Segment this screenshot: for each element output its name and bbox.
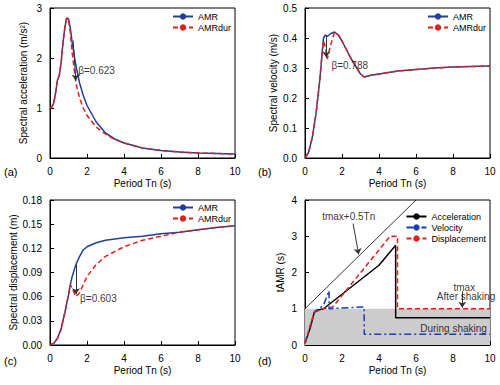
svg-text:AMR: AMR — [198, 12, 219, 22]
svg-text:0.15: 0.15 — [23, 219, 43, 230]
svg-text:During shaking: During shaking — [420, 323, 487, 334]
svg-text:0.3: 0.3 — [283, 63, 297, 74]
svg-text:After shaking: After shaking — [436, 290, 496, 302]
svg-text:0.12: 0.12 — [23, 243, 43, 254]
svg-text:0.06: 0.06 — [23, 291, 43, 302]
svg-text:Period Tn (s): Period Tn (s) — [114, 365, 172, 376]
svg-text:tmax: tmax — [454, 282, 476, 293]
svg-text:8: 8 — [195, 166, 201, 177]
svg-text:0.0: 0.0 — [283, 153, 297, 164]
svg-text:0: 0 — [302, 353, 308, 364]
svg-text:Acceleration: Acceleration — [431, 212, 481, 222]
svg-text:Period Tn (s): Period Tn (s) — [369, 365, 427, 376]
svg-text:AMRdur: AMRdur — [198, 23, 231, 33]
svg-text:Spectral acceleration (m/s²): Spectral acceleration (m/s²) — [18, 22, 29, 144]
svg-text:Period Tn (s): Period Tn (s) — [114, 178, 172, 189]
svg-text:AMR: AMR — [453, 12, 474, 22]
svg-text:0.18: 0.18 — [23, 195, 43, 206]
svg-text:0: 0 — [36, 153, 42, 164]
svg-text:β=0.603: β=0.603 — [80, 293, 117, 304]
svg-text:4: 4 — [376, 353, 382, 364]
svg-text:4: 4 — [376, 166, 382, 177]
svg-text:0: 0 — [302, 166, 308, 177]
svg-text:8: 8 — [195, 353, 201, 364]
svg-text:AMRdur: AMRdur — [453, 23, 486, 33]
svg-text:β=0.788: β=0.788 — [331, 60, 368, 71]
svg-text:0: 0 — [47, 166, 53, 177]
svg-text:10: 10 — [484, 166, 496, 177]
svg-text:2: 2 — [36, 53, 42, 64]
svg-text:4: 4 — [121, 353, 127, 364]
svg-text:0: 0 — [47, 353, 53, 364]
svg-text:AMRdur: AMRdur — [198, 214, 231, 224]
svg-text:10: 10 — [484, 353, 496, 364]
svg-text:2: 2 — [84, 353, 90, 364]
svg-text:β=0.623: β=0.623 — [78, 65, 115, 76]
svg-text:6: 6 — [158, 166, 164, 177]
svg-text:2: 2 — [84, 166, 90, 177]
svg-text:0.00: 0.00 — [23, 340, 43, 351]
svg-text:AMR: AMR — [198, 203, 219, 213]
svg-text:1: 1 — [291, 303, 297, 314]
svg-text:0.5: 0.5 — [283, 3, 297, 14]
svg-text:1: 1 — [36, 103, 42, 114]
svg-text:10: 10 — [229, 166, 241, 177]
svg-text:3: 3 — [291, 231, 297, 242]
svg-text:(b): (b) — [258, 166, 271, 178]
svg-text:(d): (d) — [258, 355, 271, 367]
svg-text:8: 8 — [450, 166, 456, 177]
svg-text:0: 0 — [291, 340, 297, 351]
svg-text:Velocity: Velocity — [431, 223, 463, 233]
svg-text:Period Tn (s): Period Tn (s) — [369, 178, 427, 189]
svg-text:4: 4 — [291, 195, 297, 206]
svg-text:Spectral displacement (m): Spectral displacement (m) — [8, 214, 19, 330]
svg-text:(a): (a) — [4, 166, 17, 178]
svg-text:2: 2 — [291, 267, 297, 278]
svg-text:0.2: 0.2 — [283, 93, 297, 104]
svg-text:0.4: 0.4 — [283, 33, 297, 44]
svg-text:Spectral velocity (m/s): Spectral velocity (m/s) — [268, 34, 279, 132]
svg-text:2: 2 — [339, 166, 345, 177]
svg-text:2: 2 — [339, 353, 345, 364]
svg-text:0.1: 0.1 — [283, 123, 297, 134]
svg-text:(c): (c) — [4, 355, 17, 367]
svg-text:0.03: 0.03 — [23, 315, 43, 326]
svg-text:0.09: 0.09 — [23, 267, 43, 278]
svg-text:4: 4 — [121, 166, 127, 177]
svg-text:Displacement: Displacement — [431, 234, 486, 244]
svg-text:6: 6 — [413, 166, 419, 177]
svg-text:6: 6 — [413, 353, 419, 364]
svg-text:10: 10 — [229, 353, 241, 364]
svg-text:tAMR (s): tAMR (s) — [275, 253, 286, 292]
svg-text:tmax+0.5Tn: tmax+0.5Tn — [322, 211, 375, 222]
svg-text:6: 6 — [158, 353, 164, 364]
svg-text:3: 3 — [36, 3, 42, 14]
svg-text:8: 8 — [450, 353, 456, 364]
